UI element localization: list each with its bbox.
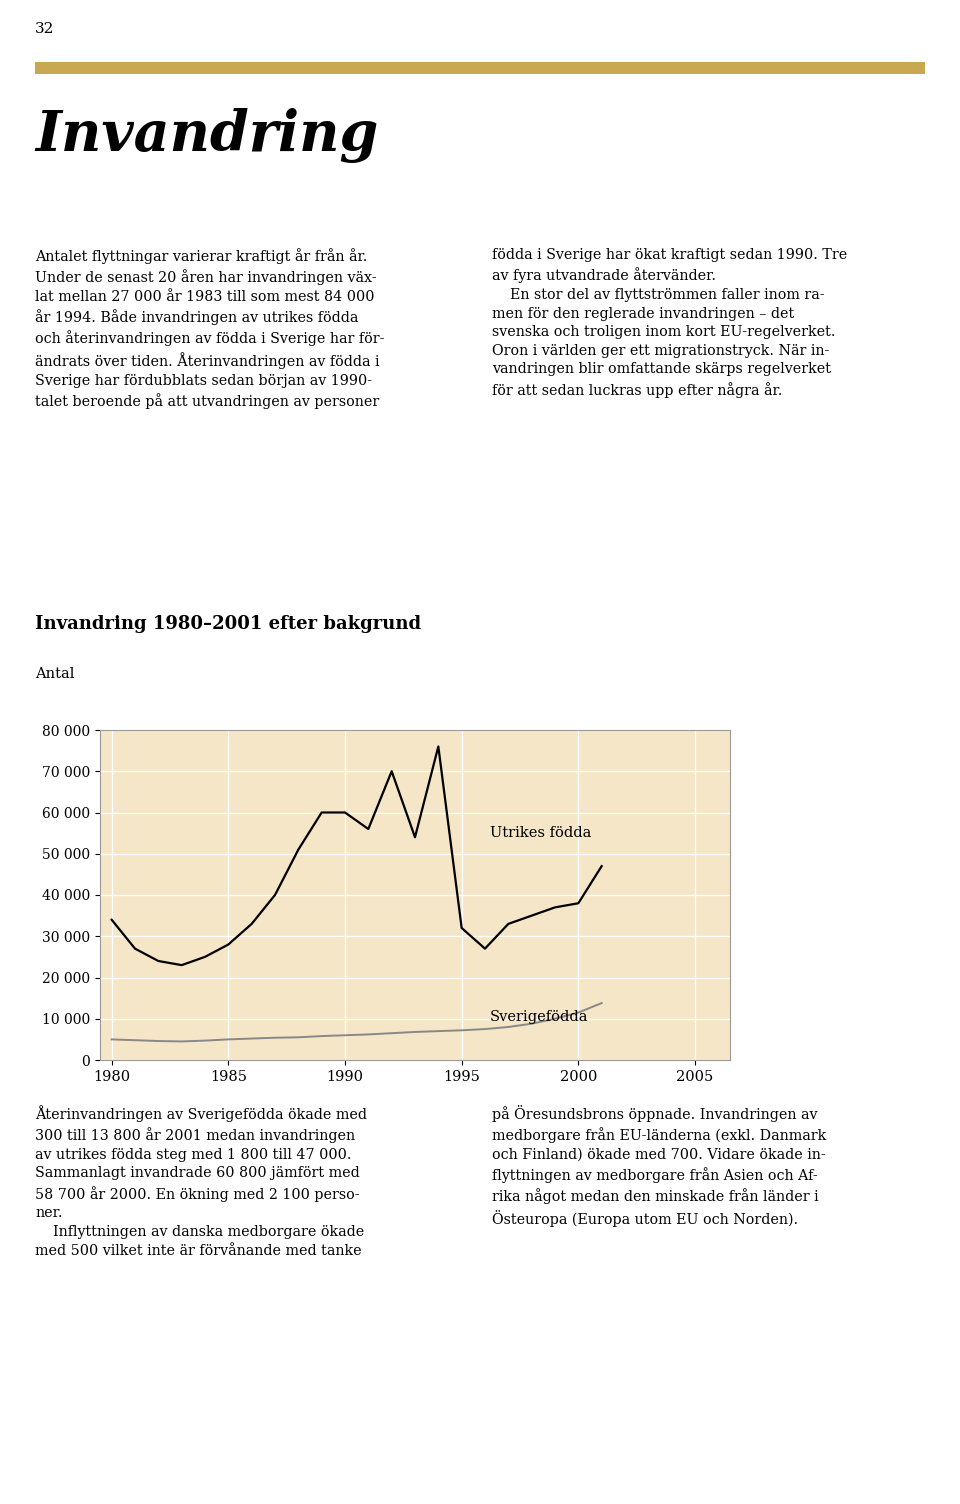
Text: Sverigefödda: Sverigefödda xyxy=(490,1009,588,1024)
Text: Återinvandringen av Sverigefödda ökade med
300 till 13 800 år 2001 medan invandr: Återinvandringen av Sverigefödda ökade m… xyxy=(35,1105,367,1257)
Text: Utrikes födda: Utrikes födda xyxy=(490,826,591,841)
Text: Antalet flyttningar varierar kraftigt år från år.
Under de senast 20 åren har in: Antalet flyttningar varierar kraftigt år… xyxy=(35,248,385,409)
Text: födda i Sverige har ökat kraftigt sedan 1990. Tre
av fyra utvandrade återvänder.: födda i Sverige har ökat kraftigt sedan … xyxy=(492,248,848,397)
Text: Invandring: Invandring xyxy=(35,108,378,162)
Text: på Öresundsbrons öppnade. Invandringen av
medborgare från EU-länderna (exkl. Dan: på Öresundsbrons öppnade. Invandringen a… xyxy=(492,1105,827,1227)
Text: Invandring 1980–2001 efter bakgrund: Invandring 1980–2001 efter bakgrund xyxy=(35,615,421,633)
Text: Antal: Antal xyxy=(35,666,74,681)
Bar xyxy=(35,62,925,74)
Text: 32: 32 xyxy=(35,23,55,36)
